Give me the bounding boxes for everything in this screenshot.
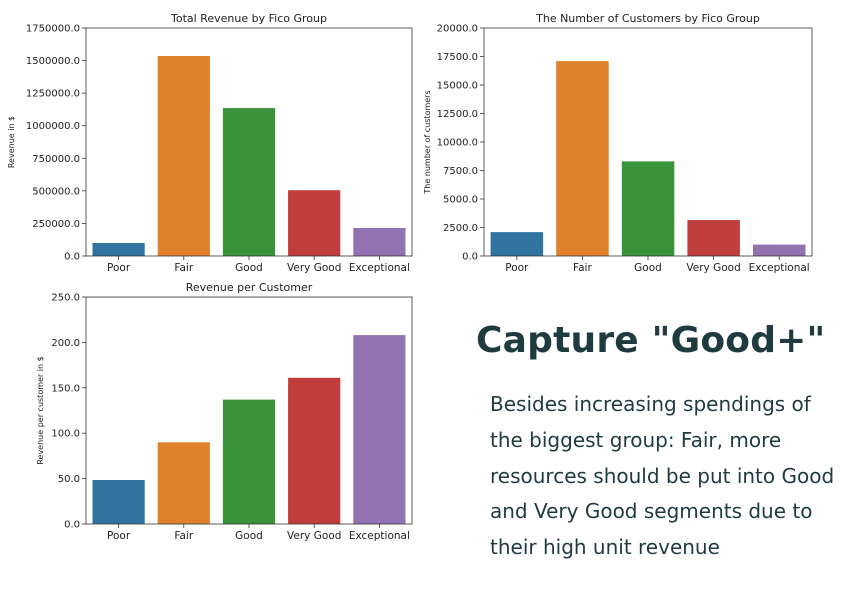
chart-title: Revenue per Customer <box>186 281 313 294</box>
bar-good <box>621 161 675 256</box>
bar-good <box>222 108 276 256</box>
chart-title: Total Revenue by Fico Group <box>170 12 327 25</box>
x-tick-label: Fair <box>573 262 592 274</box>
x-tick-label: Poor <box>505 262 529 274</box>
y-axis-label: Revenue in $ <box>7 116 16 168</box>
x-tick-label: Fair <box>174 262 193 274</box>
x-tick-label: Very Good <box>686 262 740 274</box>
headline: Capture "Good+" <box>476 320 826 361</box>
bar-poor <box>490 232 544 256</box>
body-text: Besides increasing spendings of the bigg… <box>490 392 835 560</box>
x-tick-label: Very Good <box>287 530 341 542</box>
revenue-per-customer-chart: 0.0 50.0 100.0 150.0 200.0 250.0 Poor Fair Good V… <box>36 281 413 542</box>
y-tick-label: 5000.0 <box>443 195 478 206</box>
x-tick-label: Poor <box>107 530 131 542</box>
y-tick-label: 10000.0 <box>437 138 478 149</box>
bar-fair <box>157 442 210 524</box>
x-tick-label: Good <box>235 530 263 542</box>
chart-title: The Number of Customers by Fico Group <box>535 12 760 25</box>
y-tick-label: 0.0 <box>64 520 80 531</box>
y-tick-label: 1750000.0 <box>26 24 80 35</box>
bar-good <box>222 399 276 524</box>
bar-poor <box>92 480 145 524</box>
y-tick-label: 1250000.0 <box>26 89 80 100</box>
x-tick-label: Good <box>235 262 263 274</box>
y-tick-label: 15000.0 <box>437 81 478 92</box>
y-tick-label: 50.0 <box>58 474 80 485</box>
x-tick-label: Fair <box>174 530 193 542</box>
y-tick-label: 250.0 <box>51 293 80 304</box>
y-tick-label: 1500000.0 <box>26 56 80 67</box>
bar-very-good <box>288 190 341 256</box>
bar-exceptional <box>753 244 806 256</box>
bar-very-good <box>687 220 740 256</box>
x-tick-label: Very Good <box>287 262 341 274</box>
bar-poor <box>92 243 145 256</box>
y-tick-label: 1000000.0 <box>26 121 80 132</box>
y-axis-label: The number of customers <box>423 90 432 194</box>
y-tick-label: 150.0 <box>51 383 80 394</box>
bar-fair <box>556 61 609 256</box>
y-tick-label: 500000.0 <box>32 186 80 197</box>
bar-very-good <box>288 377 341 524</box>
x-tick-label: Good <box>634 262 662 274</box>
y-tick-label: 20000.0 <box>437 24 478 35</box>
x-tick-label: Exceptional <box>349 262 410 274</box>
bar-exceptional <box>353 335 406 524</box>
x-tick-label: Exceptional <box>749 262 810 274</box>
y-tick-label: 2500.0 <box>443 223 478 234</box>
y-tick-label: 7500.0 <box>443 166 478 177</box>
y-axis-label: Revenue per customer in $ <box>36 356 45 464</box>
y-tick-label: 200.0 <box>51 338 80 349</box>
y-tick-label: 0.0 <box>462 252 478 263</box>
bar-fair <box>157 56 210 256</box>
bar-exceptional <box>353 228 406 256</box>
x-tick-label: Poor <box>107 262 131 274</box>
y-tick-label: 250000.0 <box>32 219 80 230</box>
customers-count-chart: 0.0 2500.0 5000.0 7500.0 10000.0 12500.0 15000… <box>423 12 813 274</box>
total-revenue-chart: 0.0 250000.0 500000.0 750000.0 1000000.0 1250… <box>7 12 413 274</box>
x-tick-label: Exceptional <box>349 530 410 542</box>
y-tick-label: 17500.0 <box>437 52 478 63</box>
y-tick-label: 100.0 <box>51 429 80 440</box>
y-tick-label: 12500.0 <box>437 109 478 120</box>
y-tick-label: 750000.0 <box>32 154 80 165</box>
y-tick-label: 0.0 <box>64 252 80 263</box>
